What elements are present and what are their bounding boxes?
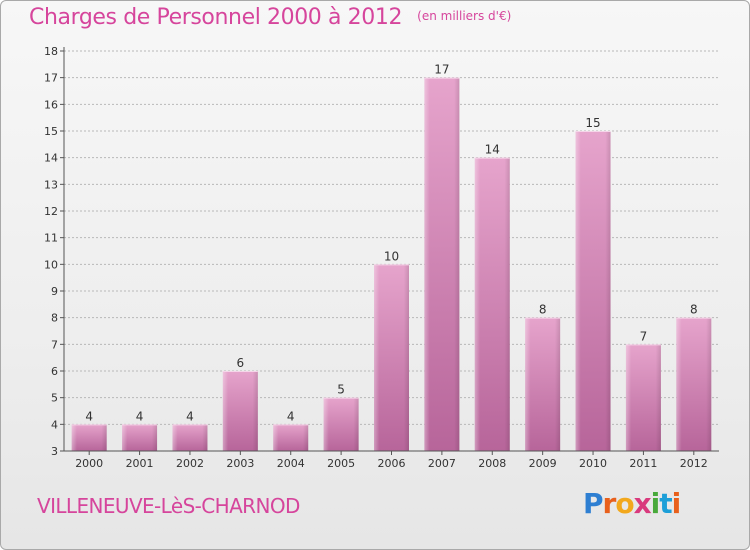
value-label: 4 bbox=[136, 409, 144, 423]
x-tick-label: 2001 bbox=[126, 457, 154, 470]
y-tick-label: 18 bbox=[44, 45, 58, 58]
value-label: 4 bbox=[85, 409, 93, 423]
bar-group bbox=[625, 344, 661, 451]
y-tick-label: 17 bbox=[44, 72, 58, 85]
value-label: 4 bbox=[186, 409, 194, 423]
y-tick-label: 12 bbox=[44, 205, 58, 218]
logo-letter: P bbox=[583, 487, 604, 520]
x-tick-label: 2012 bbox=[680, 457, 708, 470]
x-tick-label: 2005 bbox=[327, 457, 355, 470]
logo-letter: i bbox=[671, 487, 682, 520]
bar-group bbox=[525, 317, 561, 451]
x-tick-label: 2003 bbox=[226, 457, 254, 470]
x-tick-label: 2008 bbox=[478, 457, 506, 470]
bar-group bbox=[122, 424, 158, 451]
bar-shine bbox=[222, 371, 258, 451]
bar-shine bbox=[676, 317, 712, 451]
bar-group bbox=[323, 397, 359, 451]
value-label: 6 bbox=[237, 356, 245, 370]
logo-letter: o bbox=[615, 487, 634, 520]
title-row: Charges de Personnel 2000 à 2012 (en mil… bbox=[29, 5, 511, 30]
value-label: 10 bbox=[384, 249, 399, 263]
bar-group bbox=[474, 157, 510, 451]
bar-shine bbox=[71, 424, 107, 451]
y-tick-label: 8 bbox=[51, 312, 58, 325]
x-tick-label: 2006 bbox=[378, 457, 406, 470]
y-tick-label: 15 bbox=[44, 125, 58, 138]
chart-title: Charges de Personnel 2000 à 2012 bbox=[29, 5, 403, 30]
bar-shine bbox=[424, 77, 460, 452]
logo-letter: x bbox=[633, 487, 652, 520]
y-tick-label: 11 bbox=[44, 232, 58, 245]
y-tick-label: 6 bbox=[51, 365, 58, 378]
y-tick-label: 13 bbox=[44, 178, 58, 191]
y-tick-label: 14 bbox=[44, 152, 58, 165]
bar-group bbox=[676, 317, 712, 451]
x-tick-label: 2010 bbox=[579, 457, 607, 470]
bar-shine bbox=[374, 264, 409, 451]
bar-shine bbox=[474, 157, 510, 451]
value-label: 5 bbox=[337, 383, 345, 397]
y-tick-label: 3 bbox=[51, 445, 58, 458]
chart-unit: (en milliers d'€) bbox=[417, 9, 512, 23]
bar-group bbox=[575, 131, 611, 451]
bar-shine bbox=[122, 424, 158, 451]
bar-shine bbox=[625, 344, 661, 451]
bar-shine bbox=[323, 397, 359, 451]
commune-name: VILLENEUVE-LèS-CHARNOD bbox=[37, 494, 300, 518]
bar-group bbox=[71, 424, 107, 451]
value-label: 7 bbox=[640, 329, 648, 343]
value-label: 17 bbox=[434, 63, 449, 77]
bar-group bbox=[273, 424, 309, 451]
y-tick-label: 5 bbox=[51, 392, 58, 405]
bar-group bbox=[172, 424, 208, 451]
logo-letter: r bbox=[602, 487, 617, 520]
x-tick-label: 2011 bbox=[629, 457, 657, 470]
bar-group bbox=[222, 371, 258, 451]
y-tick-label: 9 bbox=[51, 285, 58, 298]
bar-shine bbox=[273, 424, 309, 451]
bar-group bbox=[424, 77, 460, 452]
x-tick-label: 2000 bbox=[75, 457, 103, 470]
logo-letter: i bbox=[650, 487, 661, 520]
y-tick-label: 10 bbox=[44, 258, 58, 271]
y-tick-label: 16 bbox=[44, 98, 58, 111]
bar-shine bbox=[525, 317, 561, 451]
bar-shine bbox=[172, 424, 208, 451]
proxiti-logo: Proxiti bbox=[583, 487, 682, 520]
value-label: 8 bbox=[690, 303, 698, 317]
x-tick-label: 2007 bbox=[428, 457, 456, 470]
value-label: 14 bbox=[485, 143, 500, 157]
bar-shine bbox=[575, 131, 611, 451]
bars: 4 4 4 6 4 5 10 17 14 8 15 7 8 bbox=[71, 63, 712, 452]
y-tick-label: 4 bbox=[51, 418, 58, 431]
value-label: 8 bbox=[539, 303, 547, 317]
x-tick-label: 2002 bbox=[176, 457, 204, 470]
axes: 3 4 5 6 7 8 9 10 11 12 13 14 15 16 17 18 2000 2001 2002 200… bbox=[44, 45, 719, 470]
value-label: 4 bbox=[287, 409, 295, 423]
bar-group bbox=[374, 264, 409, 451]
logo-letter: t bbox=[659, 487, 672, 520]
value-label: 15 bbox=[585, 116, 600, 130]
x-tick-label: 2004 bbox=[277, 457, 305, 470]
y-tick-label: 7 bbox=[51, 338, 58, 351]
x-tick-label: 2009 bbox=[529, 457, 557, 470]
